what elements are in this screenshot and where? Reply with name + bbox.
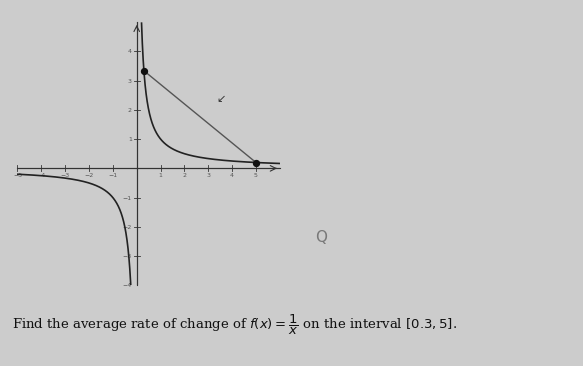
Text: ↙: ↙ (217, 94, 226, 104)
Point (139, 68, 149, 74)
Text: Find the average rate of change of $f(x)=\dfrac{1}{x}$ on the interval $[0.3,5]$: Find the average rate of change of $f(x)… (12, 313, 456, 337)
Point (251, 160, 261, 165)
Text: Q: Q (315, 231, 326, 245)
